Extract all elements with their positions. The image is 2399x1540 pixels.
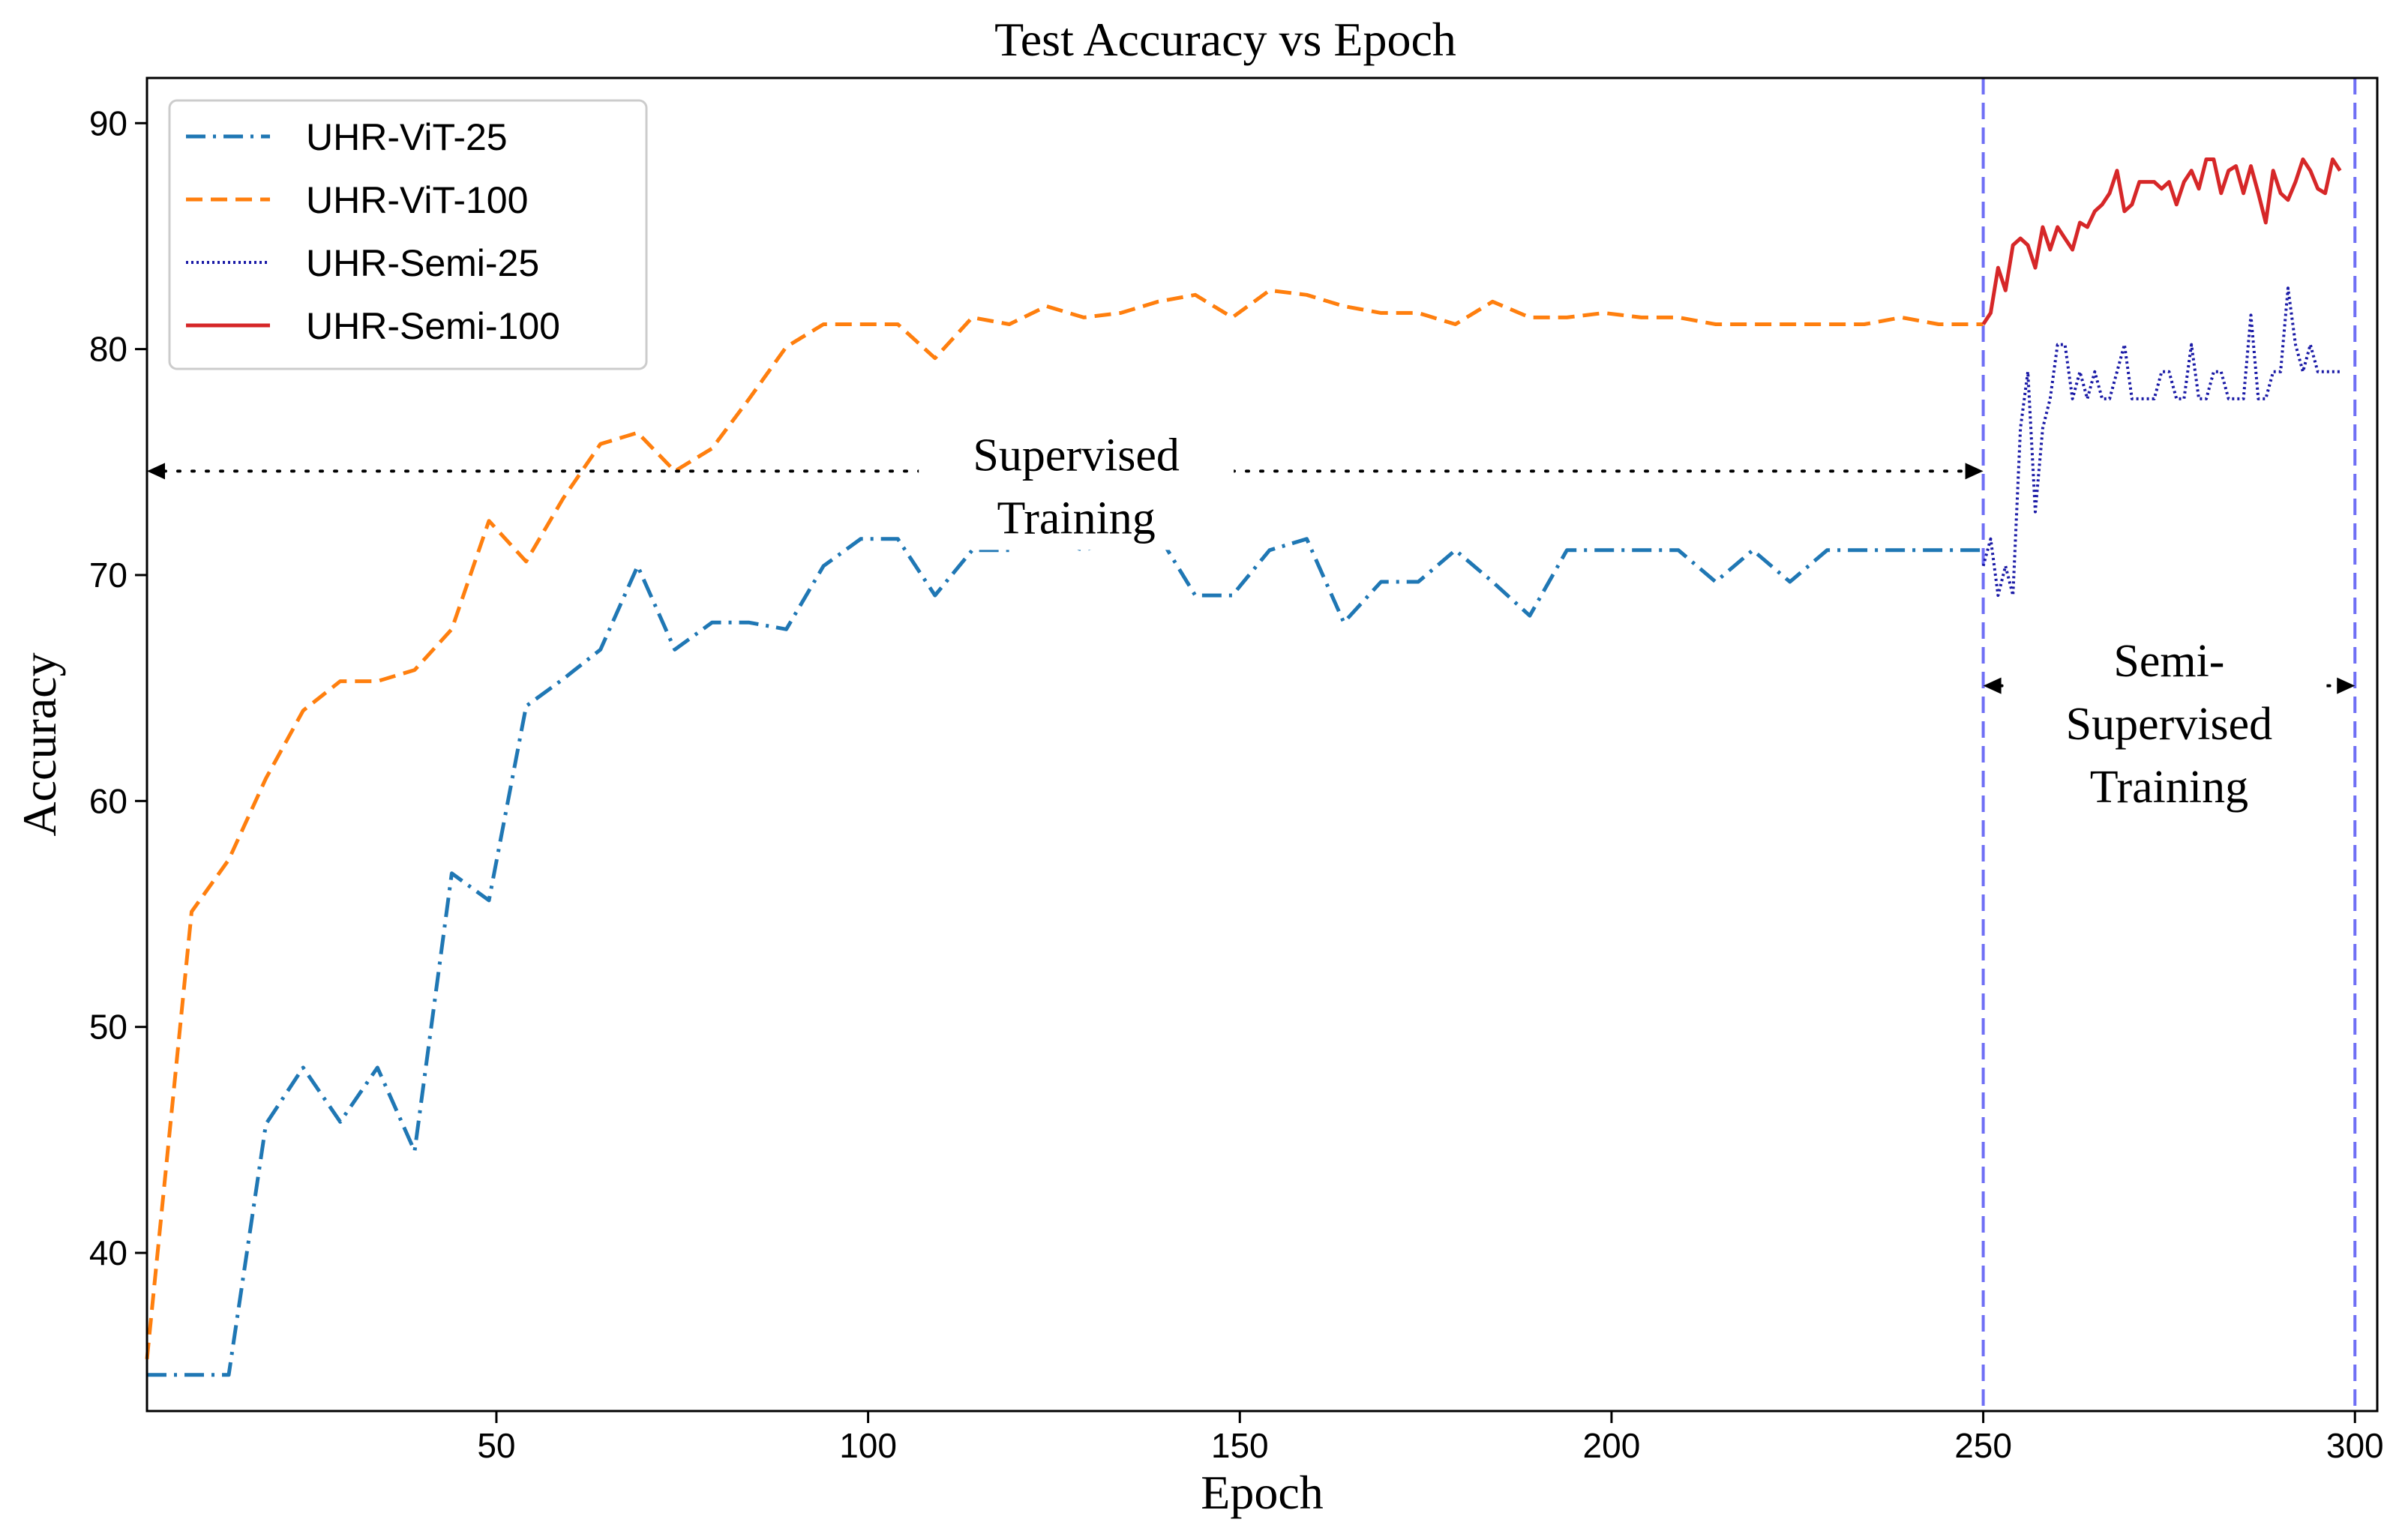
annotation-bg-0 [919, 416, 1234, 550]
arrowhead-left-1 [1983, 677, 2002, 694]
plot-area [145, 78, 2357, 1411]
annotation-text: Semi- [2113, 636, 2224, 687]
annotation-text: Training [997, 493, 1156, 544]
x-tick-label: 100 [839, 1426, 897, 1465]
y-tick-label: 80 [89, 330, 127, 369]
x-tick-label: 50 [477, 1426, 515, 1465]
series-line-uhr-semi-25 [1981, 286, 2341, 598]
arrowhead-left-0 [147, 463, 165, 480]
y-tick-label: 70 [89, 556, 127, 595]
arrowhead-right-0 [1965, 463, 1984, 480]
x-axis-label: Epoch [1201, 1466, 1324, 1519]
annotation-bg-1 [2011, 622, 2327, 819]
legend-box [168, 99, 648, 370]
x-tick-label: 300 [2326, 1426, 2384, 1465]
annotation-text: Training [2090, 762, 2248, 813]
x-tick-label: 250 [1954, 1426, 2012, 1465]
annotation-text: Supervised [973, 430, 1180, 481]
plot-frame [145, 76, 2379, 1413]
arrowhead-right-1 [2337, 677, 2356, 694]
y-tick-label: 90 [89, 103, 127, 142]
series-line-uhr-semi-100 [1981, 157, 2342, 325]
legend: UHR-ViT-25 UHR-ViT-100 UHR-Semi-25 UHR-Semi… [168, 99, 648, 370]
legend-label: UHR-ViT-100 [306, 179, 528, 221]
y-tick-label: 50 [89, 1008, 127, 1047]
y-tick-label: 40 [89, 1233, 127, 1272]
axis-ticks: 50 100 150 200 250 300 40 50 60 70 80 90 [89, 103, 2384, 1465]
legend-label: UHR-Semi-100 [306, 305, 560, 347]
annotation-text: Supervised [2066, 699, 2273, 750]
series-line-uhr-vit-100 [145, 288, 1984, 1359]
legend-label: UHR-ViT-25 [306, 116, 508, 158]
annotations: Supervised Training Semi- Supervised Trainin… [147, 416, 2356, 819]
chart-title: Test Accuracy vs Epoch [994, 13, 1456, 66]
x-tick-label: 200 [1583, 1426, 1641, 1465]
series-line-uhr-vit-25 [147, 532, 1984, 1377]
y-tick-label: 60 [89, 781, 127, 820]
legend-label: UHR-Semi-25 [306, 242, 539, 284]
y-axis-label: Accuracy [13, 652, 66, 836]
x-tick-label: 150 [1211, 1426, 1269, 1465]
